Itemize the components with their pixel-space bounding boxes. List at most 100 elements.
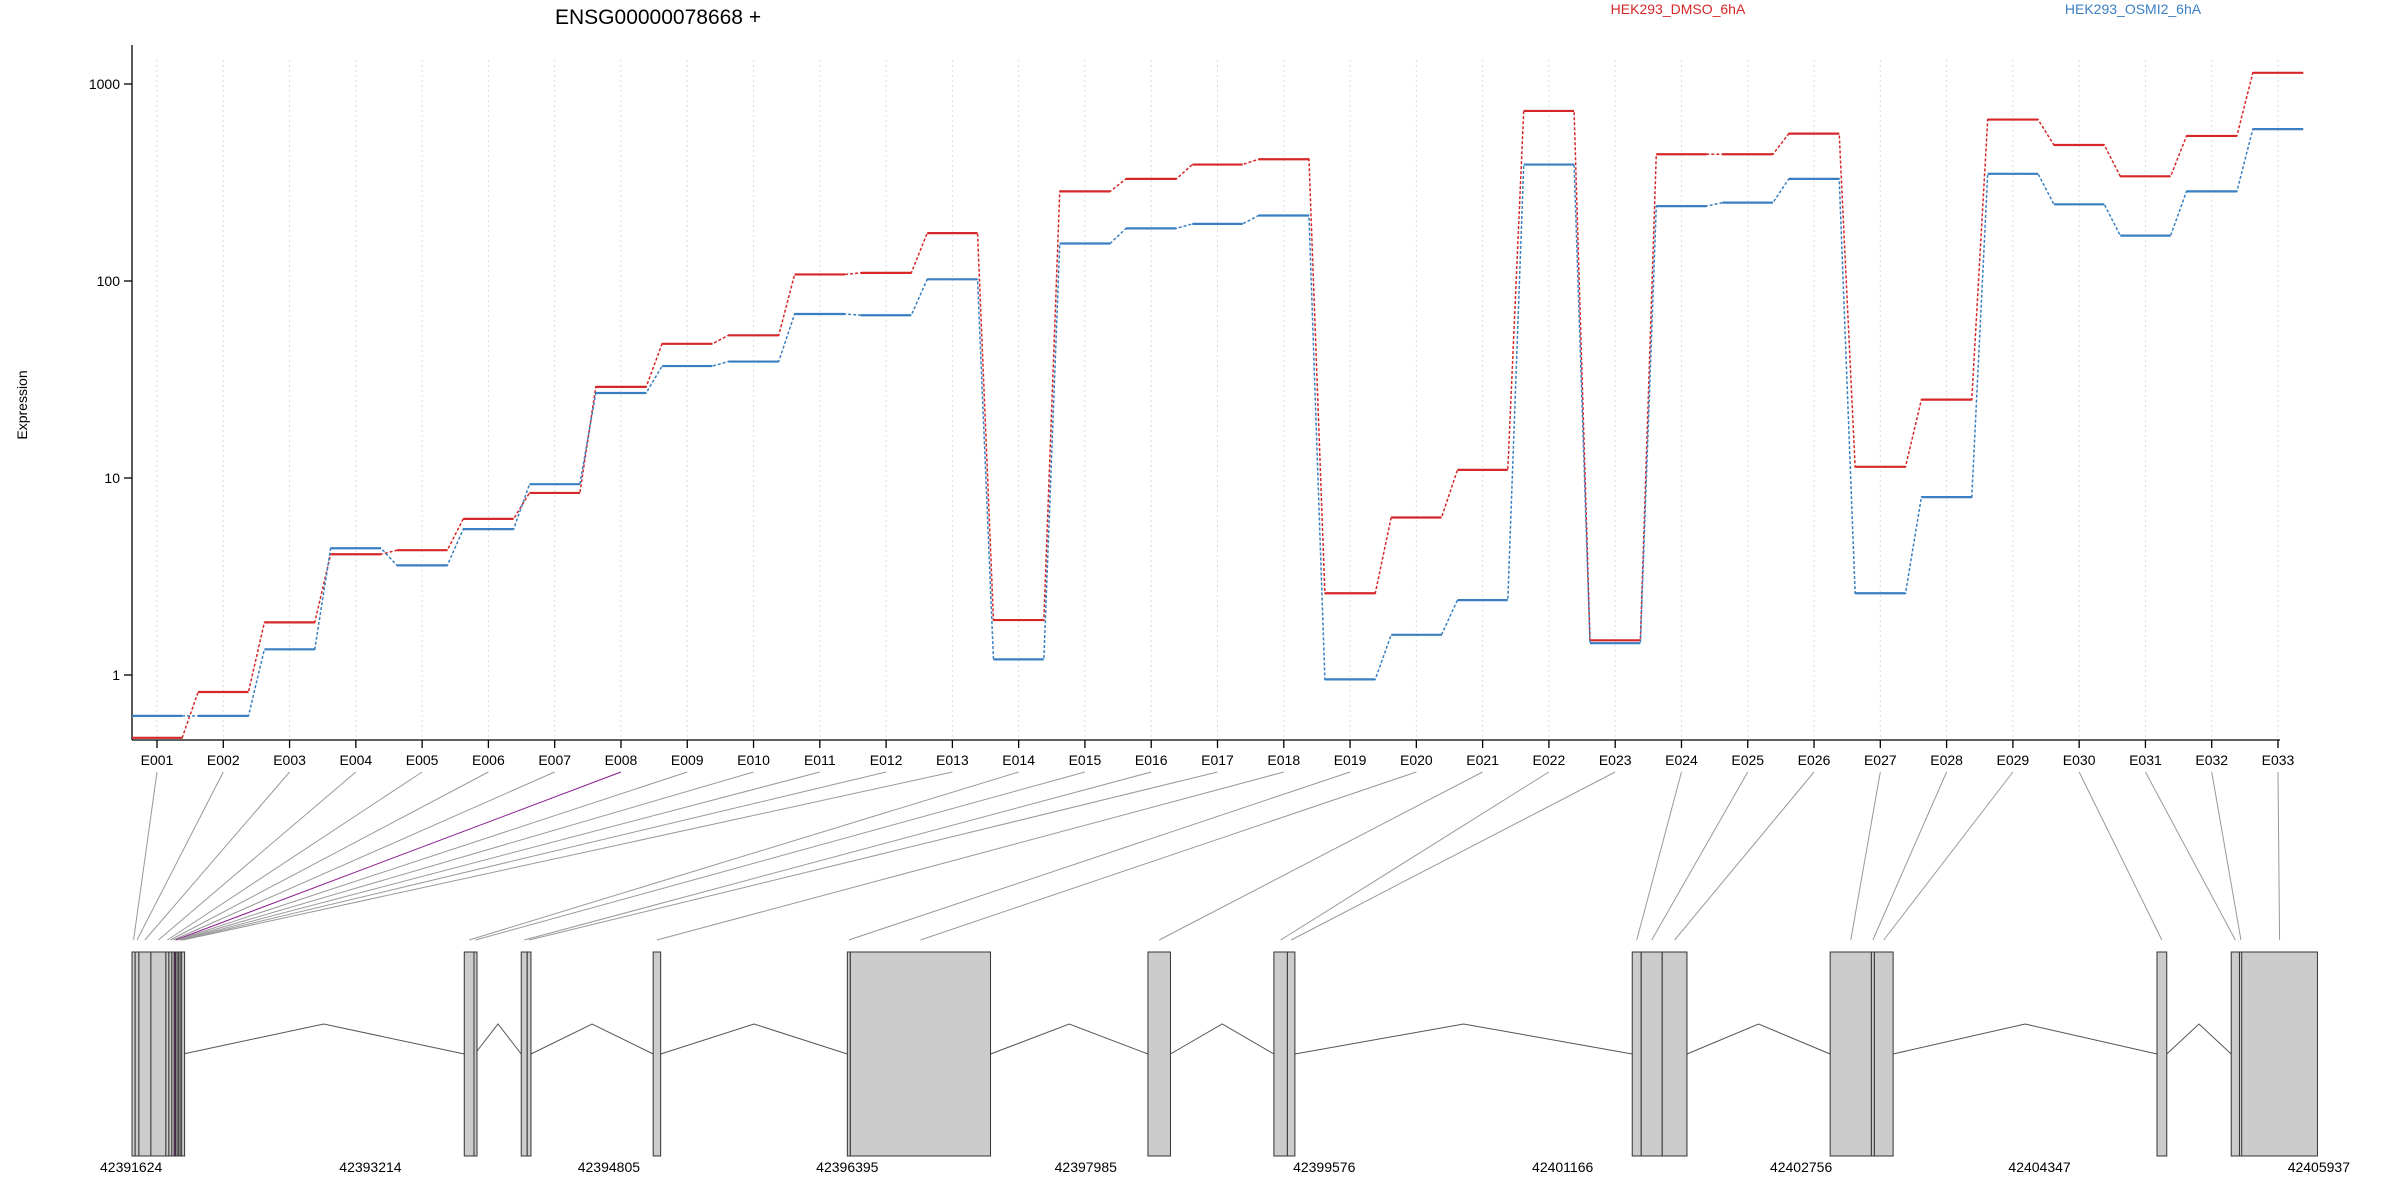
exon-box [1873,951,1894,1157]
x-tick-label: E005 [406,752,439,768]
exon-connector [170,771,489,941]
genomic-coordinate-label: 42391624 [100,1159,163,1175]
intron [2166,1023,2232,1055]
x-tick-label: E016 [1135,752,1168,768]
exon-connector [468,771,1019,941]
exon-connector [1674,771,1815,941]
x-tick-label: E027 [1864,752,1897,768]
exon-connector [136,771,224,941]
genomic-coordinate-label: 42397985 [1055,1159,1118,1175]
genomic-coordinate-label: 42394805 [578,1159,641,1175]
exon-connector [1280,771,1550,941]
exon-connector [167,771,423,941]
intron [474,1023,522,1055]
exon-connector [528,771,1218,941]
x-tick-label: E007 [538,752,571,768]
x-tick-label: E006 [472,752,505,768]
exon-connector [475,771,1086,941]
exon-box [181,951,186,1157]
series-2 [132,128,2304,717]
exon-connector [144,771,290,941]
intron [1686,1023,1831,1055]
exon-box [473,951,478,1157]
exon-connector [2277,771,2281,941]
exon-connector [180,771,820,941]
x-axis: E001 E002 E003 E004 E005 E006 E007 E008 E009 E010… [132,739,2295,768]
genomic-coordinate-label: 42399576 [1293,1159,1356,1175]
x-tick-label: E010 [737,752,770,768]
x-tick-label: E015 [1069,752,1102,768]
exon-box [134,951,140,1157]
x-tick-label: E020 [1400,752,1433,768]
exon-box [1147,951,1171,1157]
y-tick-label: 100 [97,273,121,289]
chart-title: ENSG00000078668 + [555,6,761,29]
exon-connector [1883,771,2014,941]
exon-box [2156,951,2168,1157]
x-tick-label: E026 [1798,752,1831,768]
x-tick-label: E024 [1665,752,1698,768]
x-tick-label: E012 [870,752,903,768]
grid-layer [156,60,2279,740]
exon-connector [2211,771,2242,941]
y-tick-label: 10 [104,470,120,486]
x-tick-label: E001 [141,752,174,768]
exon-connector [1158,771,1483,941]
x-tick-label: E008 [605,752,638,768]
y-axis-label: Expression [14,370,30,439]
intron [1170,1023,1275,1055]
genomic-coordinate-label: 42396395 [816,1159,879,1175]
exon-box [1631,951,1642,1157]
exon-box [1829,951,1872,1157]
exon-box [1286,951,1296,1157]
exon-connector [181,771,887,941]
exon-box [1661,951,1688,1157]
genomic-axis: 42391624 42393214 42394805 42396395 42397985… [100,1159,2350,1175]
intron [990,1023,1149,1055]
x-tick-label: E028 [1930,752,1963,768]
genomic-coordinate-label: 42393214 [339,1159,402,1175]
exon-connector [848,771,1351,941]
exon-connector [2144,771,2236,941]
exon-box [463,951,475,1157]
exon-connector [133,771,158,941]
gene-model [131,951,2318,1157]
x-tick-label: E025 [1731,752,1764,768]
y-tick-label: 1 [112,667,120,683]
x-tick-label: E032 [2195,752,2228,768]
series-layer [132,71,2304,739]
x-tick-label: E023 [1599,752,1632,768]
exon-box [520,951,528,1157]
x-tick-label: E031 [2129,752,2162,768]
x-tick-label: E014 [1002,752,1035,768]
series-1 [132,71,2304,739]
exon-box [138,951,152,1157]
exon-connector [2078,771,2163,941]
x-tick-label: E021 [1466,752,1499,768]
x-tick-label: E002 [207,752,240,768]
x-tick-label: E004 [339,752,372,768]
x-tick-label: E018 [1267,752,1300,768]
intron [530,1023,654,1055]
exon-box [849,951,992,1157]
exon-connector [1636,771,1682,941]
x-tick-label: E019 [1334,752,1367,768]
connector-layer [133,771,2281,941]
exon-connector [178,771,754,941]
intron [1893,1023,2158,1055]
x-tick-label: E013 [936,752,969,768]
exon-box [2230,951,2240,1157]
genomic-coordinate-label: 42404347 [2008,1159,2071,1175]
exon-connector [176,771,688,941]
y-axis: 1 10 100 1000 [89,45,133,740]
exon-box [526,951,532,1157]
exon-connector [656,771,1284,941]
exon-connector [1290,771,1616,941]
exon-connector [175,771,622,941]
x-tick-label: E022 [1533,752,1566,768]
exon-connector [524,771,1152,941]
exon-box [1640,951,1663,1157]
genomic-coordinate-label: 42401166 [1532,1159,1593,1175]
genomic-coordinate-label: 42405937 [2288,1159,2351,1175]
